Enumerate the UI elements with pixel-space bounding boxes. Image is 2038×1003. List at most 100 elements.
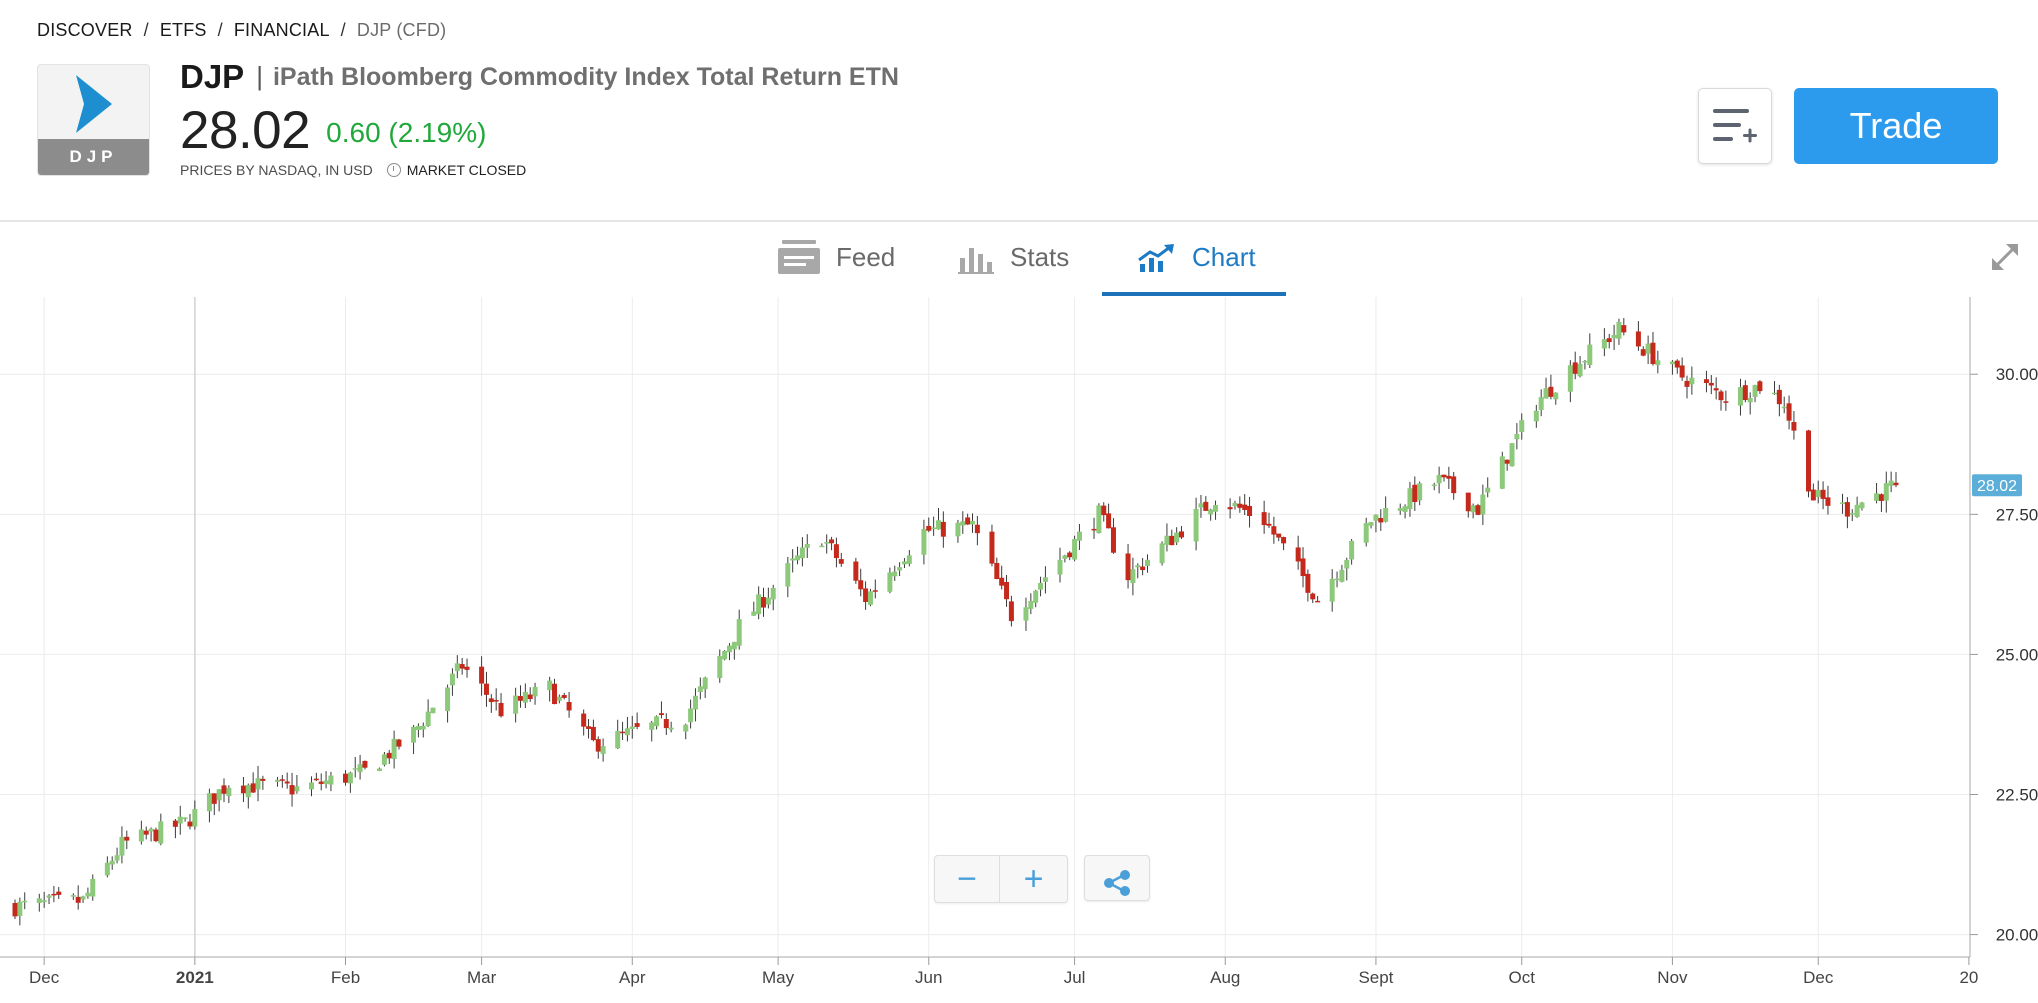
candle-body bbox=[488, 698, 494, 703]
candle-body bbox=[206, 793, 212, 812]
candle-body bbox=[1684, 380, 1690, 387]
candle-body bbox=[294, 786, 300, 792]
x-tick-label: Oct bbox=[1509, 968, 1536, 987]
candle-body bbox=[522, 691, 528, 703]
candle-body bbox=[347, 772, 353, 784]
candle-body bbox=[1616, 322, 1622, 339]
candle-body bbox=[362, 760, 368, 768]
candle-body bbox=[1135, 565, 1141, 568]
candle-body bbox=[863, 588, 869, 602]
candle-body bbox=[940, 521, 946, 537]
candle-body bbox=[1601, 339, 1607, 349]
candle-body bbox=[1339, 569, 1345, 582]
candle-body bbox=[974, 524, 980, 534]
candle-body bbox=[357, 764, 363, 773]
candle-body bbox=[1076, 531, 1082, 541]
candle-body bbox=[1334, 578, 1340, 581]
candle-body bbox=[56, 891, 62, 895]
candle-body bbox=[785, 563, 791, 587]
candle-body bbox=[867, 591, 873, 605]
candle-body bbox=[182, 817, 188, 819]
candle-body bbox=[1703, 379, 1709, 384]
zoom-out-button[interactable]: − bbox=[935, 856, 1000, 902]
candle-body bbox=[1810, 489, 1816, 501]
stats-icon bbox=[958, 248, 994, 274]
x-tick-label: May bbox=[762, 968, 795, 987]
candle-body bbox=[240, 785, 246, 794]
candle-body bbox=[70, 895, 76, 897]
zoom-controls: − + bbox=[934, 855, 1068, 903]
candle-body bbox=[1023, 607, 1029, 621]
candle-body bbox=[1480, 494, 1486, 515]
tab-stats[interactable]: Stats bbox=[958, 222, 1069, 297]
candle-body bbox=[566, 702, 572, 711]
candle-body bbox=[547, 680, 553, 691]
candle-body bbox=[634, 723, 640, 727]
candle-body bbox=[683, 724, 689, 732]
active-tab-indicator bbox=[1102, 292, 1286, 296]
x-tick-label: Nov bbox=[1657, 968, 1688, 987]
candle-body bbox=[1067, 552, 1073, 558]
y-tick-label: 25.00 bbox=[1996, 645, 2038, 664]
candle-body bbox=[1582, 360, 1588, 363]
candle-body bbox=[1368, 522, 1374, 526]
candle-body bbox=[668, 727, 674, 730]
candle-body bbox=[1203, 501, 1209, 511]
x-tick-label: Apr bbox=[619, 968, 646, 987]
candle-body bbox=[1004, 581, 1010, 600]
candle-body bbox=[1038, 582, 1044, 590]
candle-body bbox=[1329, 579, 1335, 602]
breadcrumb-discover[interactable]: DISCOVER bbox=[37, 20, 133, 40]
add-to-watchlist-button[interactable] bbox=[1698, 88, 1772, 164]
x-tick-label: Aug bbox=[1210, 968, 1240, 987]
candle-body bbox=[274, 779, 280, 782]
tab-chart-label: Chart bbox=[1192, 242, 1256, 272]
candle-body bbox=[1791, 422, 1797, 431]
candle-body bbox=[172, 820, 178, 827]
candle-body bbox=[1781, 406, 1787, 409]
expand-icon[interactable] bbox=[1988, 240, 2022, 274]
candle-body bbox=[1057, 559, 1063, 575]
candle-body bbox=[556, 696, 562, 701]
candle-body bbox=[1859, 502, 1865, 509]
candle-body bbox=[221, 785, 227, 794]
breadcrumb-etfs[interactable]: ETFS bbox=[159, 20, 207, 40]
candle-body bbox=[1101, 505, 1107, 516]
candle-body bbox=[887, 572, 893, 592]
candle-body bbox=[702, 677, 708, 690]
candle-body bbox=[1242, 504, 1248, 510]
last-price-label: 28.02 bbox=[1977, 478, 2017, 495]
candle-body bbox=[1713, 388, 1719, 391]
zoom-in-button[interactable]: + bbox=[1001, 856, 1066, 902]
share-button[interactable] bbox=[1084, 855, 1150, 901]
candle-body bbox=[999, 577, 1005, 586]
candle-body bbox=[1742, 385, 1748, 401]
candle-body bbox=[1130, 569, 1136, 584]
instrument-title: DJP | iPath Bloomberg Commodity Index Tota… bbox=[180, 58, 899, 96]
candle-body bbox=[960, 521, 966, 526]
candle-body bbox=[1451, 476, 1457, 494]
candle-body bbox=[308, 782, 314, 790]
candle-body bbox=[1140, 566, 1146, 571]
candle-body bbox=[104, 862, 110, 876]
candle-body bbox=[897, 567, 903, 571]
x-tick-label: Jul bbox=[1064, 968, 1086, 987]
candle-body bbox=[1383, 508, 1389, 522]
candle-body bbox=[377, 768, 383, 771]
breadcrumb-current: DJP (CFD) bbox=[356, 20, 447, 40]
price-chart[interactable]: vDec2021FebMarAprMayJunJulAugSeptOctNovD… bbox=[0, 297, 2038, 998]
candle-body bbox=[654, 716, 660, 727]
candlestick-chart[interactable]: vDec2021FebMarAprMayJunJulAugSeptOctNovD… bbox=[0, 297, 2038, 998]
candle-body bbox=[1815, 490, 1821, 498]
trade-button[interactable]: Trade bbox=[1794, 88, 1998, 164]
tab-feed[interactable]: Feed bbox=[778, 222, 895, 297]
candle-body bbox=[965, 517, 971, 525]
breadcrumb-financial[interactable]: FINANCIAL bbox=[233, 20, 330, 40]
candle-body bbox=[751, 611, 757, 616]
x-tick-label: Feb bbox=[331, 968, 360, 987]
candle-body bbox=[1300, 558, 1306, 577]
candle-body bbox=[425, 711, 431, 727]
candle-body bbox=[148, 828, 154, 832]
price-source: PRICES BY NASDAQ, IN USD bbox=[180, 162, 373, 178]
tab-chart[interactable]: Chart bbox=[1138, 222, 1256, 297]
